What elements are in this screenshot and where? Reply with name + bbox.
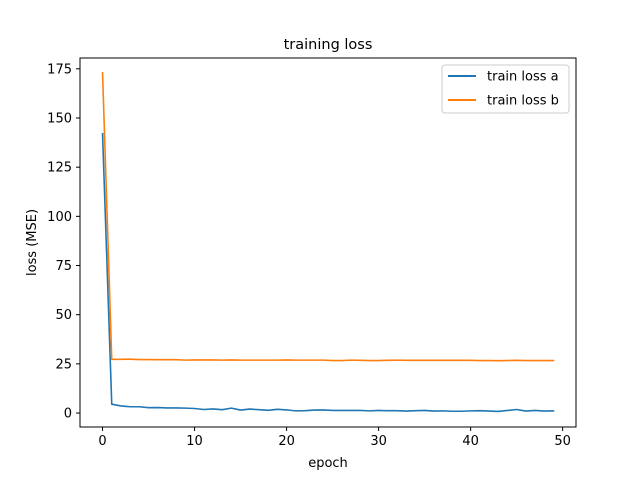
plot-lines (101, 71, 555, 413)
y-tick-label: 125 (47, 161, 72, 176)
y-tick-label: 25 (55, 357, 72, 372)
x-tick-label: 0 (98, 434, 106, 449)
legend-label-train-loss-a: train loss a (487, 70, 559, 85)
axes-frame (79, 57, 577, 428)
x-tick-label: 20 (278, 434, 295, 449)
x-tick-label: 40 (462, 434, 479, 449)
y-tick-label: 175 (47, 62, 72, 77)
legend: train loss a train loss b (441, 64, 570, 114)
series-line-train-loss-b (101, 71, 555, 362)
legend-label-train-loss-b: train loss b (487, 94, 559, 109)
x-tick-label: 50 (554, 434, 571, 449)
x-axis-ticks: 0 10 20 30 40 50 (98, 427, 571, 449)
x-axis-label: epoch (308, 456, 348, 471)
y-axis-ticks: 0 25 50 75 100 125 150 175 (47, 62, 80, 422)
y-tick-label: 150 (47, 111, 72, 126)
y-axis-label: loss (MSE) (25, 209, 40, 276)
y-tick-label: 0 (64, 407, 72, 422)
y-tick-label: 100 (47, 210, 72, 225)
series-line-train-loss-a (101, 132, 555, 413)
chart-title: training loss (284, 37, 373, 53)
x-tick-label: 10 (186, 434, 203, 449)
x-tick-label: 30 (370, 434, 387, 449)
y-tick-label: 75 (55, 259, 72, 274)
y-tick-label: 50 (55, 308, 72, 323)
